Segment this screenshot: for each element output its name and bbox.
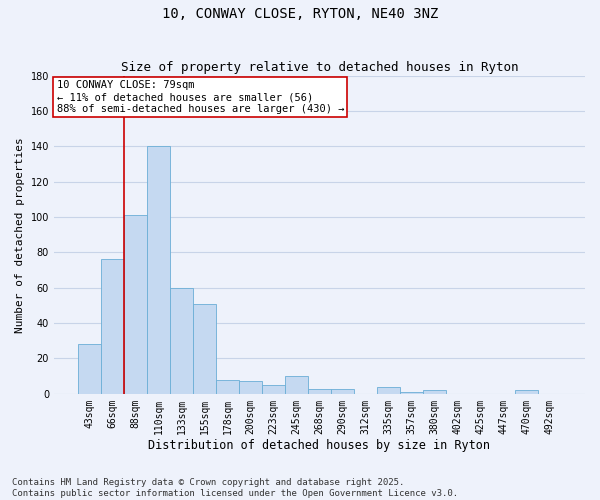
Title: Size of property relative to detached houses in Ryton: Size of property relative to detached ho…	[121, 62, 518, 74]
Bar	[239, 382, 262, 394]
X-axis label: Distribution of detached houses by size in Ryton: Distribution of detached houses by size …	[148, 440, 490, 452]
Bar	[308, 388, 331, 394]
Text: 10, CONWAY CLOSE, RYTON, NE40 3NZ: 10, CONWAY CLOSE, RYTON, NE40 3NZ	[162, 8, 438, 22]
Text: Contains HM Land Registry data © Crown copyright and database right 2025.
Contai: Contains HM Land Registry data © Crown c…	[12, 478, 458, 498]
Bar	[216, 380, 239, 394]
Bar	[400, 392, 423, 394]
Bar	[101, 260, 124, 394]
Y-axis label: Number of detached properties: Number of detached properties	[15, 137, 25, 332]
Bar	[331, 388, 354, 394]
Bar	[285, 376, 308, 394]
Bar	[515, 390, 538, 394]
Text: 10 CONWAY CLOSE: 79sqm
← 11% of detached houses are smaller (56)
88% of semi-det: 10 CONWAY CLOSE: 79sqm ← 11% of detached…	[56, 80, 344, 114]
Bar	[170, 288, 193, 394]
Bar	[193, 304, 216, 394]
Bar	[147, 146, 170, 394]
Bar	[78, 344, 101, 394]
Bar	[423, 390, 446, 394]
Bar	[377, 387, 400, 394]
Bar	[124, 216, 147, 394]
Bar	[262, 385, 285, 394]
